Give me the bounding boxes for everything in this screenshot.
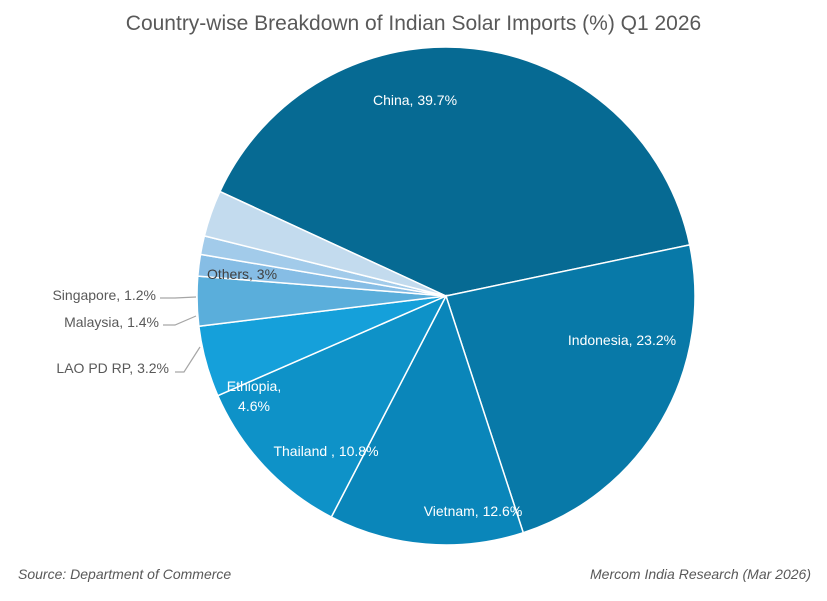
- leader-line-lao-pd-rp-3-2: [175, 346, 201, 373]
- pie-slice-china-39-7: [218, 46, 691, 297]
- slice-labels: China, 39.7% Indonesia, 23.2% Vietnam, 12.…: [52, 92, 676, 519]
- slice-label-thailand-10-8: Thailand , 10.8%: [273, 443, 378, 459]
- leader-line-singapore-1-2: [160, 296, 197, 299]
- leader-line-malaysia-1-4: [163, 315, 197, 326]
- slice-label-lao-pd-rp-3-2: LAO PD RP, 3.2%: [56, 360, 169, 376]
- source-note: Source: Department of Commerce: [18, 566, 232, 582]
- pie-slice-vietnam-12-6: [330, 294, 525, 546]
- credit-note: Mercom India Research (Mar 2026): [590, 566, 811, 582]
- slice-label-china-39-7: China, 39.7%: [373, 92, 457, 108]
- slice-label-vietnam-12-6: Vietnam, 12.6%: [424, 503, 523, 519]
- pie-slices: [196, 46, 696, 546]
- chart-title: Country-wise Breakdown of Indian Solar I…: [125, 12, 702, 35]
- pie-slice-thailand-10-8: [216, 294, 448, 519]
- slice-label-ethiopia-4-6: Ethiopia, 4.6%: [227, 378, 281, 414]
- pie-slice-indonesia-23-2: [445, 243, 696, 534]
- leader-lines: [160, 296, 201, 373]
- slice-label-others-3: Others, 3%: [207, 266, 277, 282]
- slice-label-indonesia-23-2: Indonesia, 23.2%: [568, 332, 676, 348]
- slice-label-malaysia-1-4: Malaysia, 1.4%: [64, 314, 159, 330]
- slice-label-singapore-1-2: Singapore, 1.2%: [52, 287, 156, 303]
- pie-slice-others-3: [203, 190, 447, 297]
